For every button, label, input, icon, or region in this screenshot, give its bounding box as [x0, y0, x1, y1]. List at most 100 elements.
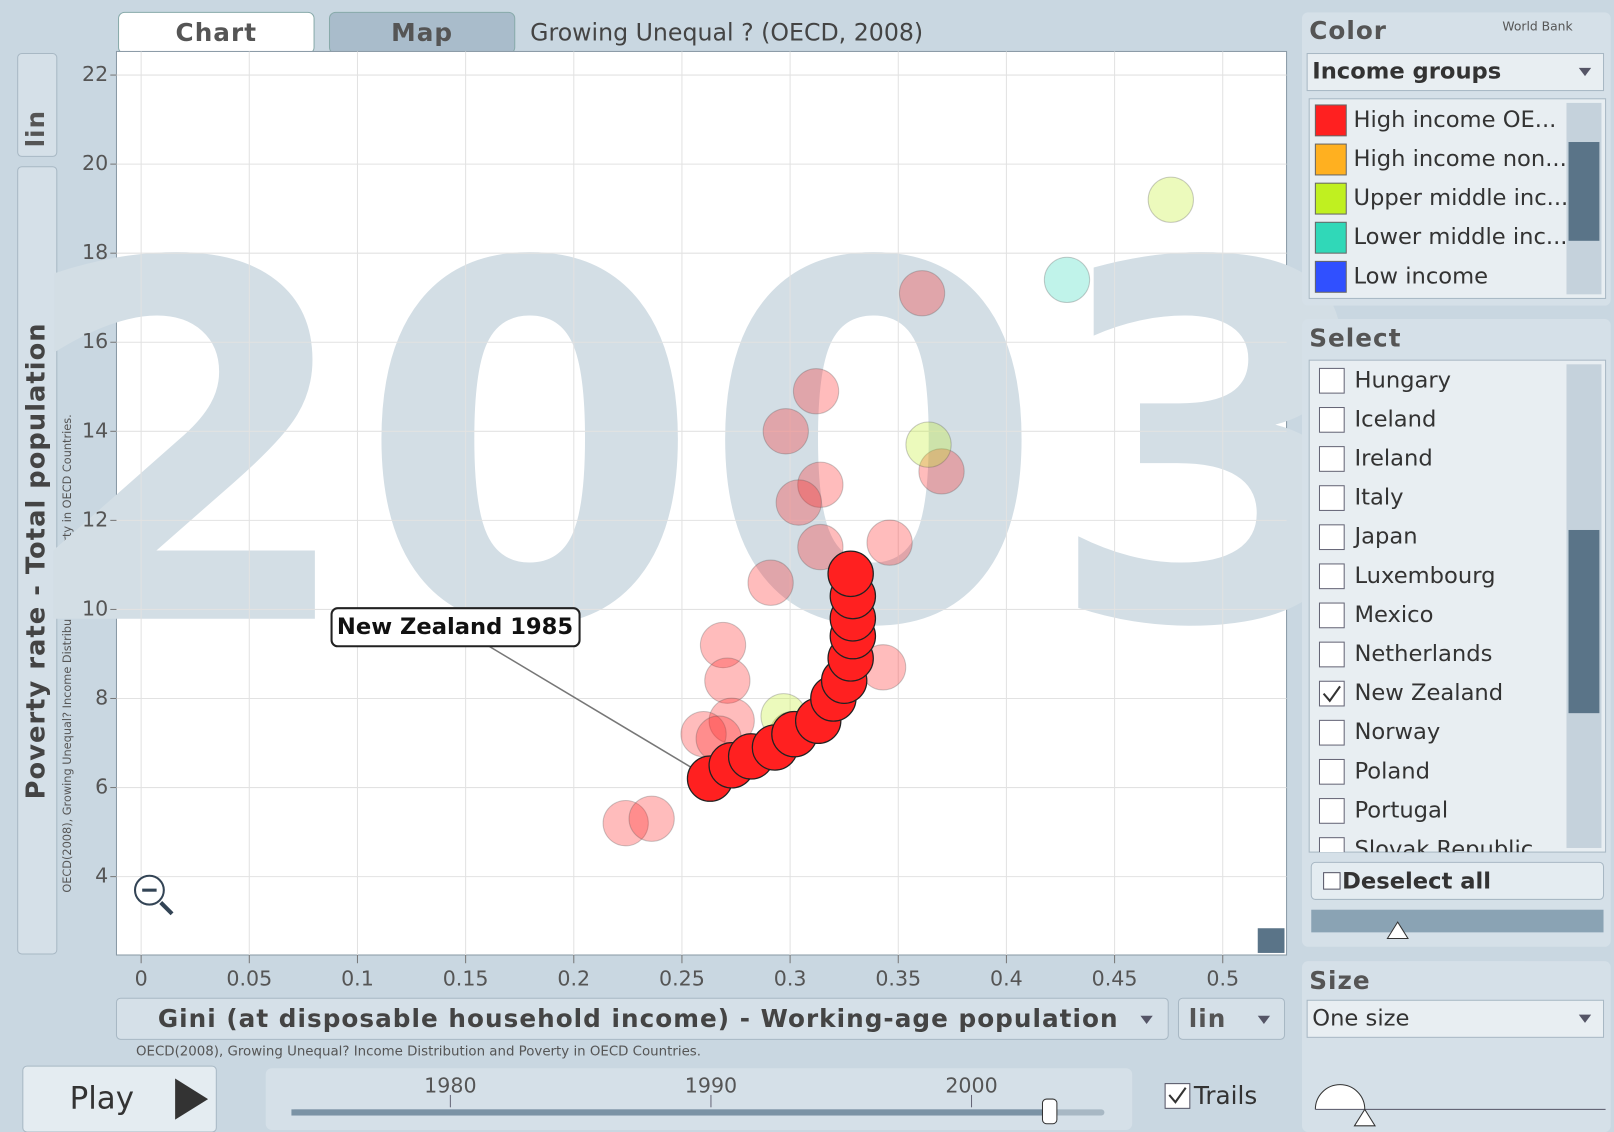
y-indicator-button[interactable] — [17, 166, 58, 955]
check-mark — [1322, 685, 1341, 703]
check-mark — [1168, 1087, 1187, 1104]
deselect-button[interactable] — [1310, 861, 1605, 900]
x-tick-label: 0.3 — [774, 967, 807, 991]
play-label[interactable]: Play — [70, 1081, 134, 1117]
trails-label[interactable]: Trails — [1193, 1081, 1257, 1110]
y-tick-label: 16 — [82, 329, 108, 353]
bubble — [628, 795, 675, 842]
bubble — [898, 270, 946, 317]
timeline-label: 2000 — [945, 1074, 997, 1098]
chart-tab-label[interactable]: Chart — [176, 18, 257, 47]
y-tick-label: 6 — [95, 775, 108, 799]
bubble — [775, 479, 822, 526]
deselect-icon — [1323, 872, 1341, 890]
select-checkbox[interactable] — [1318, 798, 1345, 824]
legend-label: High income OE... — [1353, 107, 1556, 133]
select-checkbox[interactable] — [1318, 758, 1345, 785]
select-item[interactable]: Italy — [1354, 485, 1403, 511]
select-checkbox[interactable] — [1318, 563, 1345, 590]
select-list — [1308, 359, 1607, 853]
bubble — [699, 621, 747, 669]
select-checkbox[interactable] — [1318, 407, 1345, 433]
select-checkbox[interactable] — [1318, 680, 1345, 707]
select-item[interactable]: Portugal — [1354, 797, 1448, 823]
legend-label: Lower middle inc... — [1353, 224, 1567, 250]
dropdown-arrow — [1140, 1015, 1153, 1024]
trail-label: New Zealand 1985 — [337, 614, 573, 640]
select-item[interactable]: Japan — [1352, 524, 1417, 550]
opacity-slider[interactable] — [1311, 909, 1604, 933]
color-dropdown[interactable] — [1306, 52, 1605, 92]
label-leader — [488, 645, 711, 780]
select-checkbox[interactable] — [1318, 719, 1345, 746]
select-item[interactable]: Ireland — [1354, 445, 1432, 471]
bubble — [797, 461, 844, 508]
x-scale-dropdown[interactable] — [1177, 997, 1286, 1040]
x-scale-label[interactable]: lin — [1189, 1004, 1227, 1033]
legend — [1308, 98, 1607, 299]
size-dropdown-label[interactable]: One size — [1312, 1005, 1409, 1031]
timeline-handle[interactable] — [1041, 1098, 1058, 1125]
x-tick-label: 0 — [135, 967, 148, 991]
year-watermark: 2003 — [14, 161, 1389, 736]
dropdown-arrow — [1257, 1015, 1271, 1024]
y-tick-label: 20 — [82, 151, 108, 175]
scroll-thumb[interactable] — [1568, 142, 1600, 241]
x-tick-label: 0.1 — [341, 967, 374, 991]
zoom-handle — [159, 901, 174, 916]
bubble — [747, 559, 794, 606]
select-item[interactable]: Mexico — [1354, 602, 1433, 628]
select-checkbox[interactable] — [1318, 602, 1345, 629]
select-item[interactable]: Netherlands — [1354, 641, 1492, 667]
select-checkbox[interactable] — [1318, 524, 1345, 551]
y-axis-label[interactable]: Poverty rate - Total population — [22, 322, 52, 799]
bubble — [602, 800, 649, 847]
select-item[interactable]: Iceland — [1354, 406, 1436, 432]
y-tick-label: 8 — [95, 685, 108, 709]
y-tick-label: 18 — [82, 240, 108, 264]
opacity-handle[interactable] — [1386, 921, 1409, 940]
timeline-played — [291, 1109, 1050, 1116]
select-checkbox[interactable] — [1318, 641, 1345, 668]
plot-area — [115, 50, 1288, 956]
timeline-label: 1990 — [685, 1074, 737, 1098]
play-button[interactable] — [22, 1065, 217, 1132]
size-handle[interactable] — [1353, 1108, 1376, 1127]
chart-title: Growing Unequal ? (OECD, 2008) — [530, 18, 923, 46]
legend-swatch — [1314, 221, 1347, 254]
deselect-label[interactable]: Deselect all — [1342, 868, 1491, 894]
select-item[interactable]: Poland — [1354, 758, 1430, 784]
dropdown-arrow — [1578, 1014, 1592, 1023]
select-checkbox[interactable] — [1318, 485, 1345, 511]
select-checkbox[interactable] — [1318, 446, 1345, 472]
y-scale-label[interactable]: lin — [21, 110, 50, 148]
select-checkbox[interactable] — [1318, 837, 1345, 863]
legend-label: High income non... — [1353, 146, 1566, 172]
bubble — [792, 368, 840, 415]
size-heading: Size — [1309, 966, 1370, 995]
expand-button[interactable] — [1257, 928, 1285, 953]
select-item[interactable]: Hungary — [1354, 367, 1451, 393]
x-tick-label: 0.35 — [875, 967, 921, 991]
select-item[interactable]: New Zealand — [1354, 680, 1503, 706]
y-scale-button[interactable] — [17, 52, 58, 157]
trail-bubble — [827, 550, 874, 598]
color-dropdown-label[interactable]: Income groups — [1312, 59, 1501, 85]
legend-swatch — [1314, 260, 1347, 293]
legend-swatch — [1314, 104, 1347, 137]
select-item[interactable]: Luxembourg — [1354, 563, 1495, 589]
select-item[interactable]: Slovak Republic — [1354, 837, 1533, 863]
select-checkbox[interactable] — [1318, 367, 1345, 394]
x-axis-label[interactable]: Gini (at disposable household income) - … — [158, 1004, 1119, 1033]
select-item[interactable]: Norway — [1354, 719, 1440, 745]
y-tick-label: 22 — [82, 62, 108, 86]
y-tick-label: 14 — [82, 418, 108, 442]
dropdown-arrow — [1578, 67, 1592, 77]
size-dropdown[interactable] — [1306, 999, 1605, 1038]
x-indicator-dropdown[interactable] — [115, 997, 1169, 1040]
x-tick-label: 0.15 — [443, 967, 489, 991]
map-tab-label[interactable]: Map — [391, 18, 453, 47]
color-heading: Color — [1309, 16, 1387, 45]
scroll-thumb[interactable] — [1568, 529, 1600, 714]
x-tick-label: 0.2 — [557, 967, 590, 991]
